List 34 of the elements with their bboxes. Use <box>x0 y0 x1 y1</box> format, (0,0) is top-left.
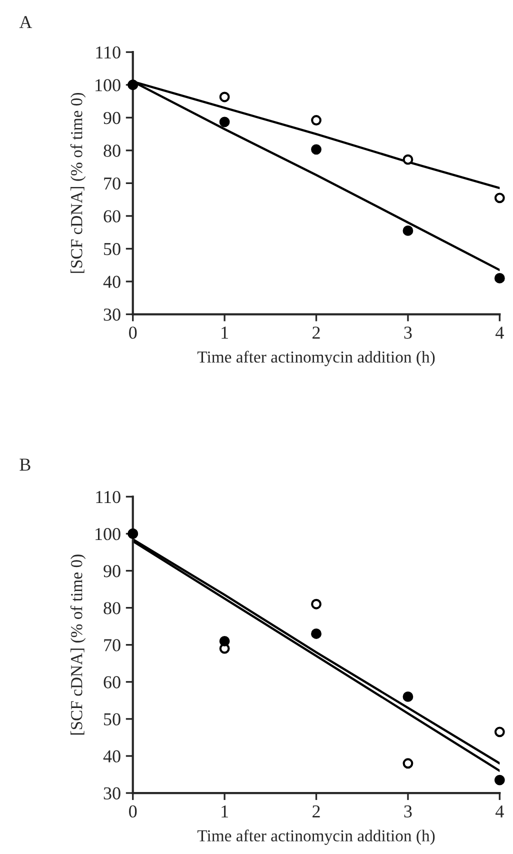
x-axis-title: Time after actinomycin addition (h) <box>197 350 435 366</box>
x-tick-label: 4 <box>496 326 504 339</box>
x-tick-label: 3 <box>404 805 412 818</box>
y-tick-label: 60 <box>104 676 120 688</box>
x-tick-label: 1 <box>222 326 228 339</box>
y-tick-label: 50 <box>104 242 120 256</box>
x-axis-title: Time after actinomycin addition (h) <box>197 830 435 845</box>
y-tick-label: 70 <box>104 639 120 652</box>
y-axis-title: [SCF cDNA] (% of time 0) <box>70 554 86 735</box>
y-tick-label: 50 <box>104 713 120 726</box>
y-tick-label: 90 <box>104 565 120 578</box>
x-tick-label: 2 <box>312 805 320 818</box>
y-tick-label: 100 <box>96 528 120 540</box>
y-tick-label: 70 <box>104 177 120 190</box>
y-tick-label: 40 <box>103 276 120 288</box>
y-tick-label: 80 <box>104 602 120 614</box>
y-tick-label: 110 <box>96 490 120 504</box>
y-tick-label: 80 <box>104 144 120 157</box>
y-tick-label: 110 <box>96 46 120 59</box>
x-tick-label: 2 <box>312 326 320 339</box>
y-tick-label: 60 <box>104 210 120 222</box>
x-tick-label: 3 <box>404 326 412 339</box>
y-axis-title: [SCF cDNA] (% of time 0) <box>70 92 86 273</box>
x-tick-label: 4 <box>496 805 504 818</box>
chart-title: B <box>20 458 30 471</box>
x-tick-label: 0 <box>129 805 137 818</box>
y-tick-label: 90 <box>104 112 120 124</box>
y-tick-label: 100 <box>96 79 120 92</box>
chart-title: A <box>19 16 32 28</box>
y-tick-label: 30 <box>104 787 120 800</box>
y-tick-label: 40 <box>103 750 120 762</box>
x-tick-label: 0 <box>129 326 137 339</box>
y-tick-label: 30 <box>104 308 120 321</box>
x-tick-label: 1 <box>222 805 228 818</box>
